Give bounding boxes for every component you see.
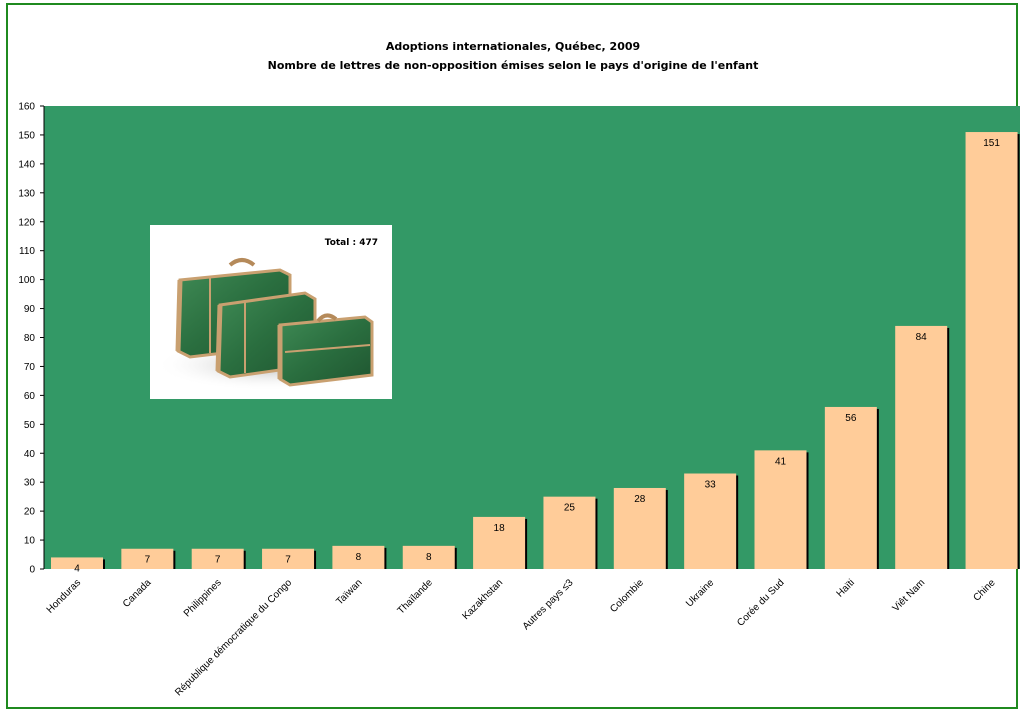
bar-value-label: 28 (634, 494, 646, 505)
bar (754, 450, 807, 569)
x-category-label: Taïwan (334, 577, 364, 607)
bar (895, 325, 948, 569)
y-tick-label: 130 (18, 188, 35, 199)
bars-group: 4 7 7 7 8 8 18 25 28 33 41 56 84 151 (51, 132, 1020, 574)
bar (473, 516, 526, 569)
y-tick-label: 10 (24, 536, 36, 547)
bar (332, 545, 385, 569)
x-category-label: Thaïlande (396, 577, 436, 617)
y-tick-label: 30 (24, 478, 36, 489)
bar-value-label: 7 (215, 555, 221, 566)
y-axis: 0 10 20 30 40 50 60 70 80 90 100 110 120 130 140 150 160 (18, 102, 45, 576)
y-tick-label: 60 (24, 391, 36, 402)
bar-value-label: 4 (74, 563, 80, 574)
bar (965, 132, 1018, 569)
bar-value-label: 84 (916, 332, 928, 343)
total-annotation: Total : 477 (324, 238, 378, 248)
y-tick-label: 160 (18, 102, 35, 113)
y-tick-label: 100 (18, 275, 35, 286)
y-tick-label: 20 (24, 507, 36, 518)
bar-value-label: 7 (145, 555, 151, 566)
chart-title: Adoptions internationales, Québec, 2009 (385, 40, 641, 53)
bar-value-label: 56 (845, 413, 857, 424)
x-category-label: Viêt Nam (891, 577, 928, 614)
bar-value-label: 41 (775, 456, 787, 467)
x-category-label: Canada (121, 577, 154, 610)
x-category-label: Haïti (835, 577, 857, 599)
x-category-label: Philippines (182, 577, 224, 619)
x-category-label: Colombie (608, 577, 646, 615)
bar-value-label: 8 (426, 552, 432, 563)
y-tick-label: 110 (19, 246, 35, 257)
y-tick-label: 90 (24, 304, 36, 315)
x-category-label: Chine (971, 577, 998, 604)
bar (262, 548, 315, 569)
bar (402, 545, 455, 569)
bar-value-label: 151 (983, 138, 1000, 149)
y-tick-label: 140 (18, 159, 35, 170)
suitcases-image: Total : 477 (150, 225, 392, 399)
bar-value-label: 25 (564, 503, 576, 514)
bar-value-label: 8 (356, 552, 362, 563)
x-category-label: Autres pays ≤3 (521, 577, 576, 632)
y-tick-label: 50 (24, 420, 36, 431)
y-tick-label: 80 (24, 333, 36, 344)
bar (824, 406, 877, 569)
bar (613, 487, 666, 569)
x-category-label: Ukraine (684, 577, 716, 609)
bar (121, 548, 174, 569)
bar-value-label: 7 (285, 555, 291, 566)
chart-subtitle: Nombre de lettres de non-opposition émis… (267, 59, 759, 72)
y-tick-label: 120 (18, 217, 35, 228)
x-category-label: Honduras (45, 577, 83, 615)
bar (543, 496, 596, 569)
x-category-label: République démocratique du Congo (173, 577, 294, 698)
bar-value-label: 18 (494, 523, 506, 534)
bar (684, 473, 737, 569)
y-tick-label: 70 (24, 362, 36, 373)
y-tick-label: 40 (24, 449, 36, 460)
x-category-label: Corée du Sud (735, 577, 786, 628)
bar (51, 557, 103, 569)
bar (191, 548, 244, 569)
y-tick-label: 150 (18, 130, 35, 141)
x-category-label: Kazakhstan (460, 577, 505, 622)
y-tick-label: 0 (29, 565, 35, 576)
bar-value-label: 33 (705, 480, 717, 491)
